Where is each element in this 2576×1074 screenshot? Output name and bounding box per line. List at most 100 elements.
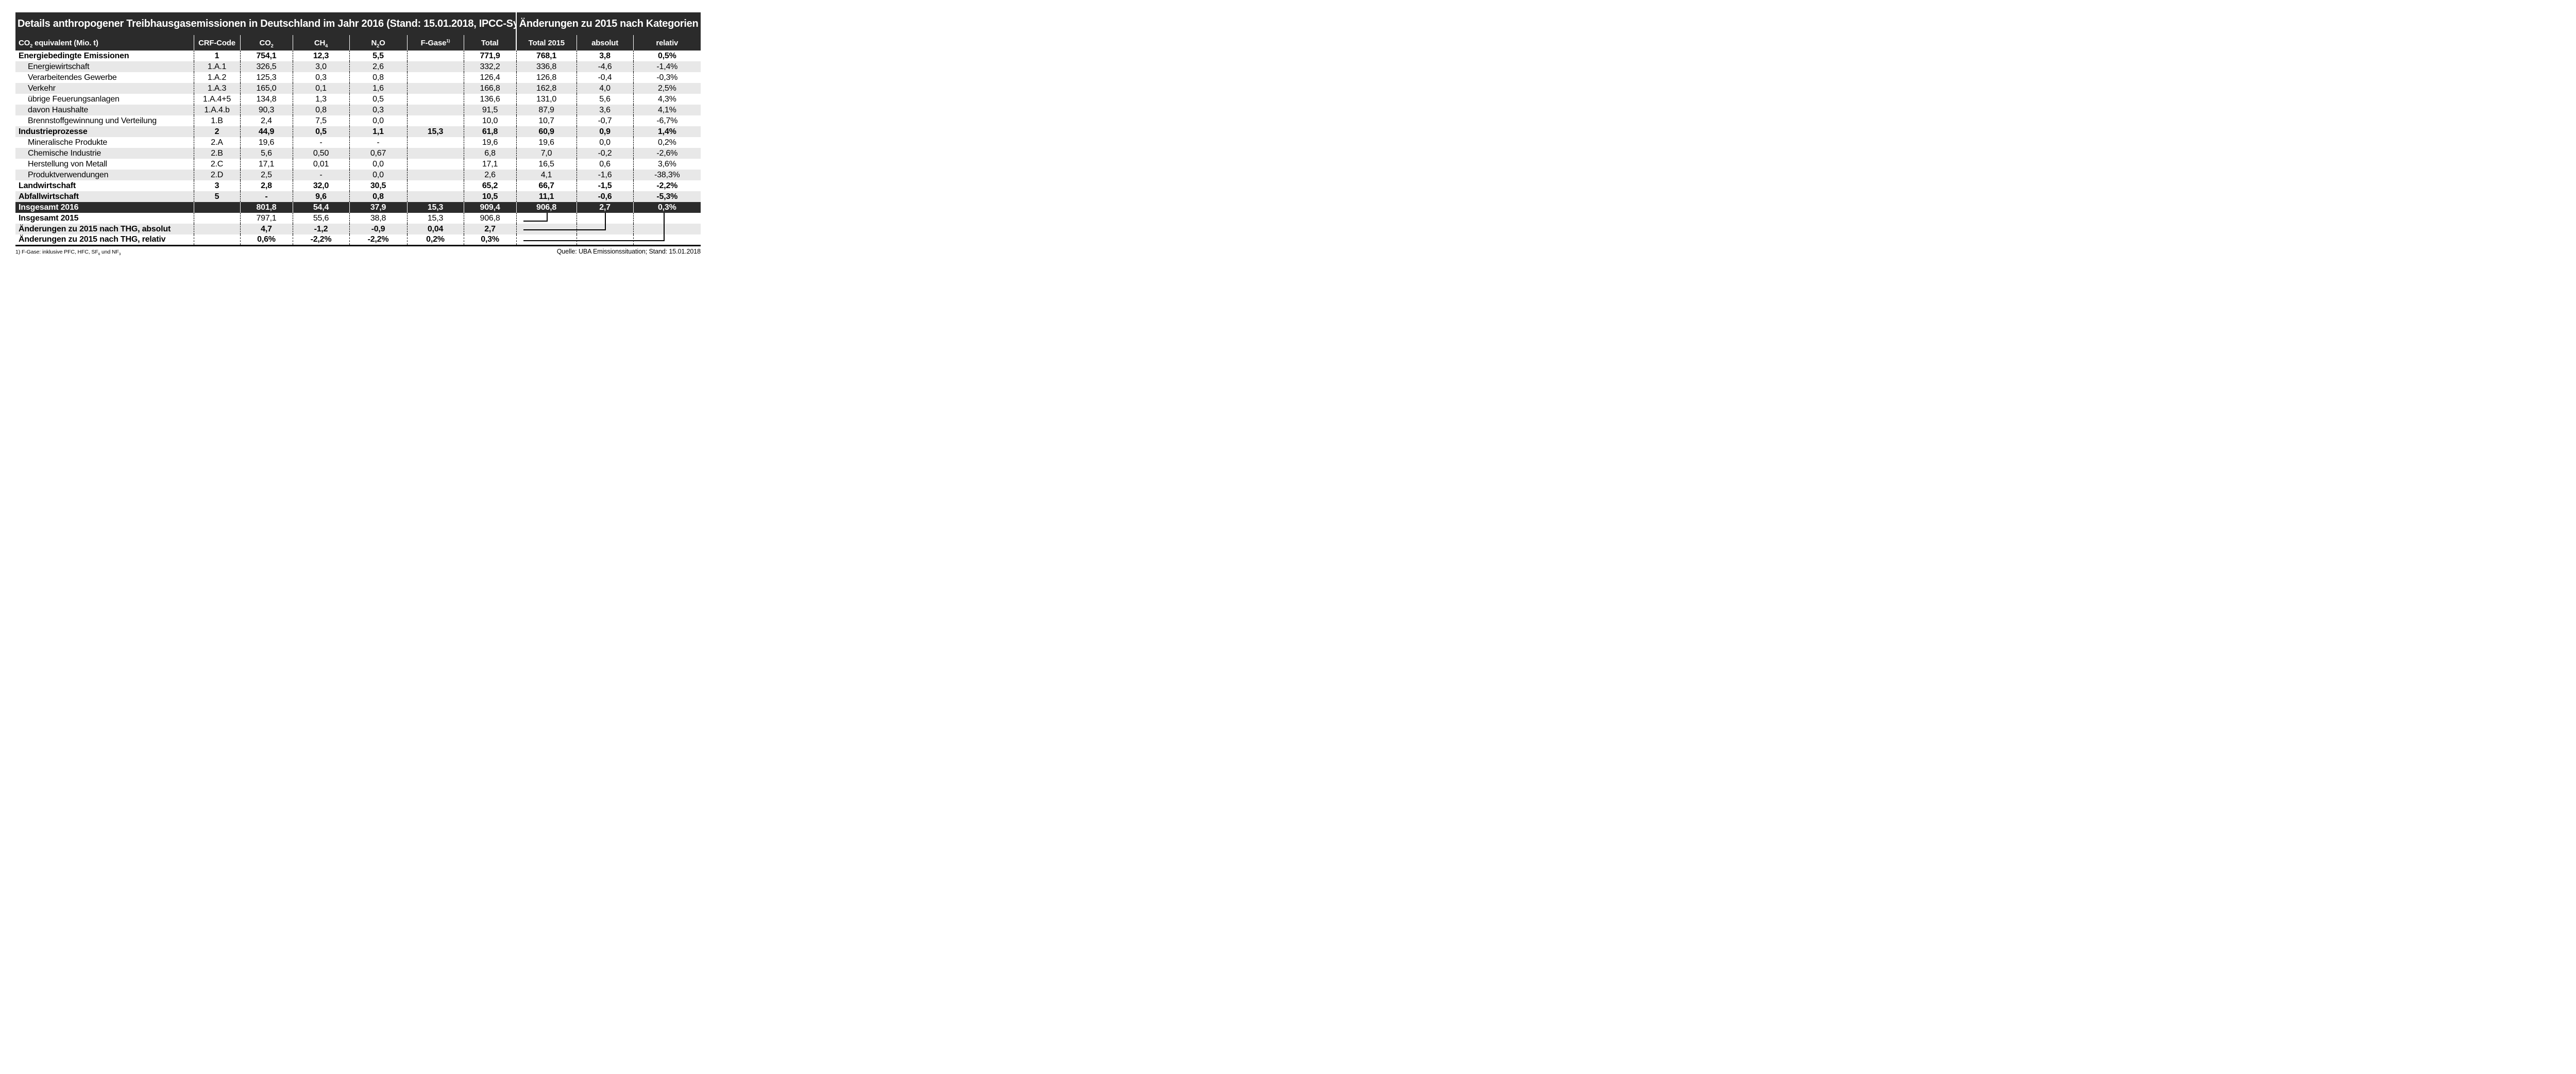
- cell-n2o: -0,9: [349, 224, 408, 234]
- cell-fgase: [407, 83, 464, 94]
- cell-ch4: 0,50: [293, 148, 350, 159]
- col-header-total-2015: Total 2015: [516, 35, 577, 51]
- table-row: Mineralische Produkte 2.A 19,6- -19,6 19,6 0,…: [15, 137, 701, 148]
- cell-rel: 0,3%: [633, 202, 701, 213]
- cell-category-label: Brennstoffgewinnung und Verteilung: [15, 115, 194, 126]
- cell-fgase: [407, 191, 464, 202]
- cell-total: 65,2: [464, 180, 517, 191]
- cell-co2: 0,6%: [240, 234, 293, 246]
- cell-abs: -0,2: [577, 148, 634, 159]
- cell-co2: 19,6: [240, 137, 293, 148]
- cell-crf: 2: [194, 126, 241, 137]
- cell-n2o: -2,2%: [349, 234, 408, 246]
- cell-t2015: [516, 224, 577, 234]
- cell-category-label: Abfallwirtschaft: [15, 191, 194, 202]
- cell-abs: -1,5: [577, 180, 634, 191]
- cell-crf: 5: [194, 191, 241, 202]
- connector-relativ-row-to-relativ-col: [523, 213, 665, 241]
- table-row: Änderungen zu 2015 nach THG, relativ 0,6%…: [15, 234, 701, 246]
- cell-fgase: [407, 51, 464, 61]
- cell-category-label: Energiebedingte Emissionen: [15, 51, 194, 61]
- emissions-table: Details anthropogener Treibhausgasemissi…: [15, 12, 701, 246]
- cell-category-label: Chemische Industrie: [15, 148, 194, 159]
- cell-rel: 3,6%: [657, 159, 676, 169]
- table-title: Details anthropogener Treibhausgasemissi…: [15, 12, 517, 35]
- cell-n2o: -: [349, 137, 408, 148]
- cell-fgase: 0,04: [407, 224, 464, 234]
- cell-abs: -4,6: [577, 61, 634, 72]
- cell-t2015: 87,9: [516, 105, 577, 115]
- cell-n2o: 0,0: [349, 115, 408, 126]
- cell-fgase: [407, 180, 464, 191]
- cell-crf: 2.A: [194, 137, 241, 148]
- cell-co2: 2,5: [240, 170, 293, 180]
- cell-total: 136,6: [464, 94, 517, 105]
- cell-t2015: 906,8: [516, 202, 577, 213]
- cell-crf: 1: [194, 51, 241, 61]
- cell-ch4: 0,8: [293, 105, 350, 115]
- cell-ch4: 55,6: [293, 213, 350, 224]
- cell-ch4: 0,1: [293, 83, 350, 94]
- cell-crf: 2.C: [194, 159, 241, 170]
- cell-n2o: 2,6: [349, 61, 408, 72]
- cell-total: 61,8: [464, 126, 517, 137]
- cell-ch4: 3,0: [293, 61, 350, 72]
- cell-co2: 801,8: [240, 202, 293, 213]
- cell-total: 166,8: [464, 83, 517, 94]
- cell-category-label: Landwirtschaft: [15, 180, 194, 191]
- table-row: übrige Feuerungsanlagen 1.A.4+5 134,8 1,3 0,…: [15, 94, 701, 105]
- cell-rel: -38,3%: [633, 170, 701, 180]
- cell-abs: 0,9: [577, 126, 634, 137]
- cell-n2o: 1,1: [349, 126, 408, 137]
- cell-crf: 1.A.4+5: [194, 94, 241, 105]
- cell-n2o: 0,8: [349, 191, 408, 202]
- cell-t2015: 10,7: [516, 115, 577, 126]
- cell-total: 10,5: [464, 191, 517, 202]
- cell-rel: [633, 234, 701, 246]
- cell-ch4: 1,3: [293, 94, 350, 105]
- cell-category-label: Änderungen zu 2015 nach THG, absolut: [15, 224, 194, 234]
- cell-n2o: 1,6: [349, 83, 408, 94]
- cell-fgase: 15,3: [407, 213, 464, 224]
- table-row: Chemische Industrie 2.B 5,6 0,50 0,67 6,8 7,0-…: [15, 148, 701, 159]
- cell-rel: -2,6%: [633, 148, 701, 159]
- col-header-co2: CO2: [240, 35, 293, 51]
- cell-t2015: 768,1: [516, 51, 577, 61]
- cell-total: 126,4: [464, 72, 517, 83]
- cell-t2015: 336,8: [516, 61, 577, 72]
- cell-fgase: [407, 94, 464, 105]
- table-row: Insgesamt 2015 797,1 55,6 38,8 15,3 906,8: [15, 213, 701, 224]
- cell-abs: -1,6: [577, 170, 634, 180]
- cell-co2: 326,5: [240, 61, 293, 72]
- cell-category-label: Herstellung von Metall: [15, 159, 194, 170]
- cell-crf: 3: [194, 180, 241, 191]
- cell-crf: 1.A.1: [194, 61, 241, 72]
- cell-total: 906,8: [464, 213, 517, 224]
- cell-fgase: [407, 115, 464, 126]
- cell-co2: 4,7: [240, 224, 293, 234]
- col-header-relativ: relativ: [633, 35, 701, 51]
- cell-rel: 0,2%: [657, 138, 676, 147]
- cell-ch4: 12,3: [293, 51, 350, 61]
- cell-co2: 134,8: [240, 94, 293, 105]
- cell-t2015: 16,5: [516, 159, 577, 170]
- cell-fgase: 0,2%: [407, 234, 464, 246]
- cell-t2015: 66,7: [516, 180, 577, 191]
- cell-category-label: Produktverwendungen: [15, 170, 194, 180]
- cell-ch4: 32,0: [293, 180, 350, 191]
- footnote-f-gase: 1) F-Gase: inklusive PFC, HFC, SF6 und N…: [15, 249, 121, 257]
- cell-t2015: 7,0: [516, 148, 577, 159]
- cell-rel: -1,4%: [633, 61, 701, 72]
- cell-ch4: -: [293, 170, 350, 180]
- cell-fgase: 15,3: [407, 126, 464, 137]
- table-row: Energiebedingte Emissionen 1 754,1 12,3 5,5 7…: [15, 51, 701, 61]
- cell-t2015: 60,9: [516, 126, 577, 137]
- cell-fgase: [407, 61, 464, 72]
- cell-co2: 165,0: [240, 83, 293, 94]
- cell-n2o: 5,5: [349, 51, 408, 61]
- cell-rel: -6,7%: [656, 116, 678, 125]
- table-row: Insgesamt 2016 801,8 54,4 37,9 15,3 909,4 906,…: [15, 202, 701, 213]
- cell-rel: [633, 224, 701, 234]
- cell-abs: 2,7: [577, 202, 634, 213]
- table-row: Verarbeitendes Gewerbe 1.A.2 125,3 0,3 0,8 12…: [15, 72, 701, 83]
